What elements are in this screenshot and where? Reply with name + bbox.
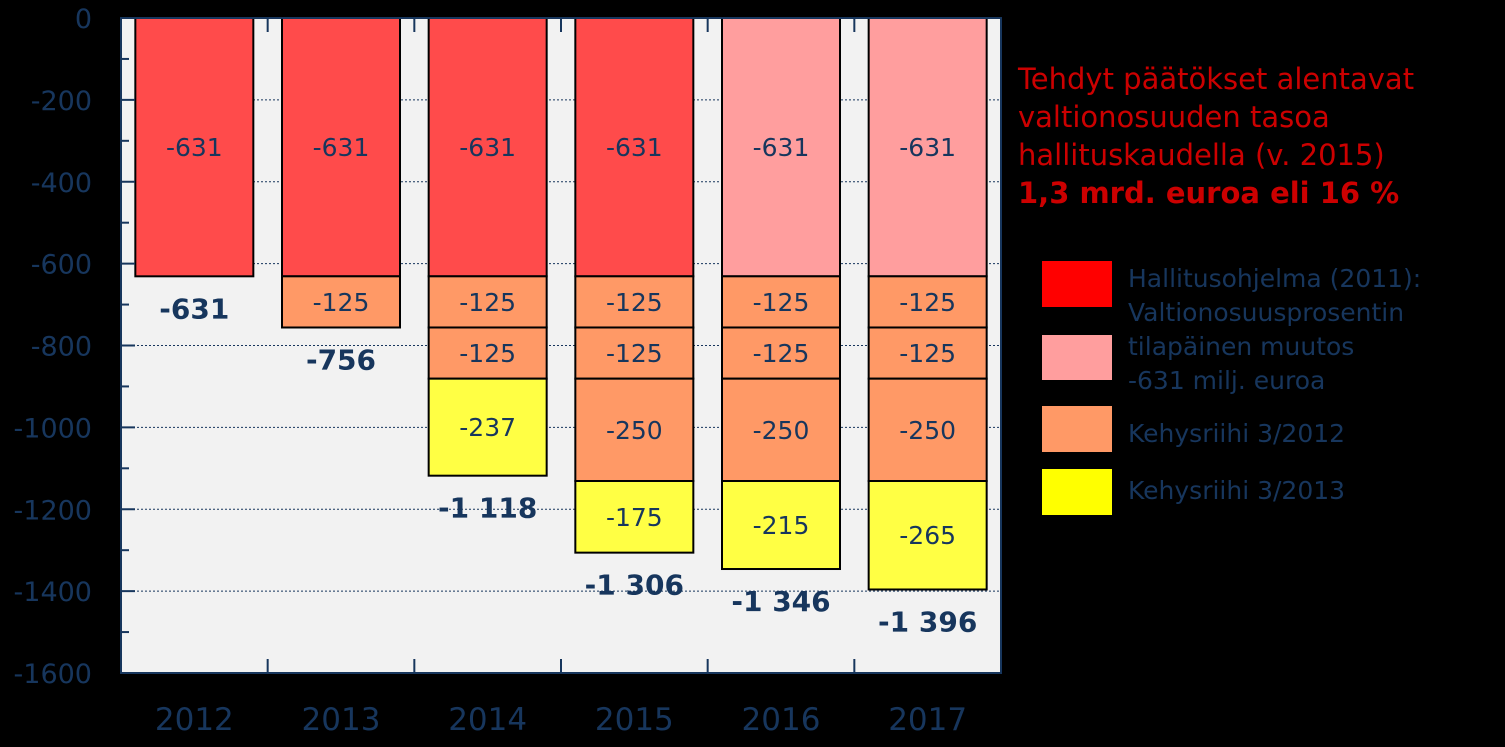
- segment-label: -631: [606, 133, 663, 162]
- segment-label: -125: [313, 288, 370, 317]
- segment-label: -125: [753, 339, 810, 368]
- y-tick-label: -1600: [14, 659, 92, 690]
- bar-segment: [281, 17, 401, 278]
- legend-line-2: Valtionosuusprosentin: [1128, 298, 1405, 327]
- segment-label: -631: [753, 133, 810, 162]
- total-label: -756: [306, 343, 376, 376]
- legend-line-1: Hallitusohjelma (2011):: [1128, 264, 1422, 293]
- legend-label-kehysriihi-2012: Kehysriihi 3/2012: [1128, 419, 1346, 448]
- x-tick-label: 2014: [448, 702, 527, 738]
- y-tick-label: -200: [31, 86, 92, 117]
- bar-segment: [574, 17, 695, 278]
- x-tick-label: 2012: [155, 702, 234, 738]
- total-label: -1 306: [585, 569, 684, 602]
- segment-label: -125: [606, 339, 663, 368]
- total-label: -631: [159, 292, 229, 325]
- segment-label: -631: [459, 133, 516, 162]
- bar-segment: [867, 377, 988, 483]
- bar-segment: [427, 275, 548, 329]
- bar-segment: [721, 17, 841, 278]
- annotation-line-1: Tehdyt päätökset alentavat: [1018, 62, 1415, 96]
- segment-label: -631: [899, 133, 956, 162]
- legend-swatch-hallitusohjelma: [1042, 261, 1112, 307]
- annotation-line-3: hallituskaudella (v. 2015): [1018, 138, 1385, 172]
- legend-label-hallitusohjelma: Hallitusohjelma (2011): Valtionosuuspros…: [1128, 262, 1421, 398]
- x-tick-label: 2015: [595, 702, 674, 738]
- total-label: -1 396: [878, 605, 977, 638]
- segment-label: -237: [459, 413, 516, 442]
- legend-label-kehysriihi-2013: Kehysriihi 3/2013: [1128, 476, 1346, 505]
- legend-line-3: tilapäinen muutos: [1128, 332, 1355, 361]
- bar-segment: [574, 480, 695, 554]
- segment-label: -125: [606, 288, 663, 317]
- x-tick-label: 2016: [742, 702, 821, 738]
- y-tick-label: -1200: [14, 495, 92, 526]
- legend-swatch-kehysriihi-2012: [1042, 406, 1112, 452]
- segment-label: -631: [166, 133, 223, 162]
- y-tick-label: -800: [31, 332, 92, 363]
- annotation-line-2: valtionosuuden tasoa: [1018, 100, 1330, 134]
- bar-segment: [721, 480, 841, 571]
- segment-label: -125: [459, 339, 516, 368]
- total-label: -1 118: [438, 492, 537, 525]
- segment-label: -125: [899, 288, 956, 317]
- labels: -631 -631 2012 -631 -125 -756 2013 -631 -125 -125…: [14, 4, 978, 738]
- annotation-text: Tehdyt päätökset alentavat valtionosuude…: [1018, 60, 1488, 212]
- y-tick-label: -400: [31, 168, 92, 199]
- total-label: -1 346: [731, 585, 830, 618]
- bar-segment: [574, 326, 695, 380]
- bar-segment: [867, 480, 988, 591]
- bar-segment: [574, 377, 695, 483]
- bar-segment: [867, 326, 988, 380]
- segment-label: -175: [606, 503, 663, 532]
- legend-swatch-kehysriihi-2013: [1042, 469, 1112, 515]
- legend-swatch-valtionosuus: [1042, 335, 1112, 380]
- segment-label: -125: [459, 288, 516, 317]
- segment-label: -125: [753, 288, 810, 317]
- y-tick-label: -1400: [14, 577, 92, 608]
- segment-label: -631: [313, 133, 370, 162]
- y-tick-label: -600: [31, 250, 92, 281]
- segment-label: -250: [899, 416, 956, 445]
- segment-label: -250: [606, 416, 663, 445]
- legend-line-4: -631 milj. euroa: [1128, 366, 1326, 395]
- y-tick-label: -1000: [14, 413, 92, 444]
- x-tick-label: 2013: [302, 702, 381, 738]
- segment-label: -250: [753, 416, 810, 445]
- axes: [120, 17, 1002, 674]
- y-tick-label: 0: [75, 4, 92, 35]
- segment-label: -215: [753, 511, 810, 540]
- segment-label: -125: [899, 339, 956, 368]
- gridlines: [121, 99, 1001, 592]
- bar-segment: [427, 377, 548, 477]
- bars: [134, 17, 988, 591]
- annotation-line-4: 1,3 mrd. euroa eli 16 %: [1018, 176, 1400, 210]
- bar-segment: [134, 17, 255, 278]
- x-tick-label: 2017: [888, 702, 967, 738]
- bar-segment: [281, 275, 401, 329]
- segment-label: -265: [899, 521, 956, 550]
- bar-segment: [867, 17, 988, 278]
